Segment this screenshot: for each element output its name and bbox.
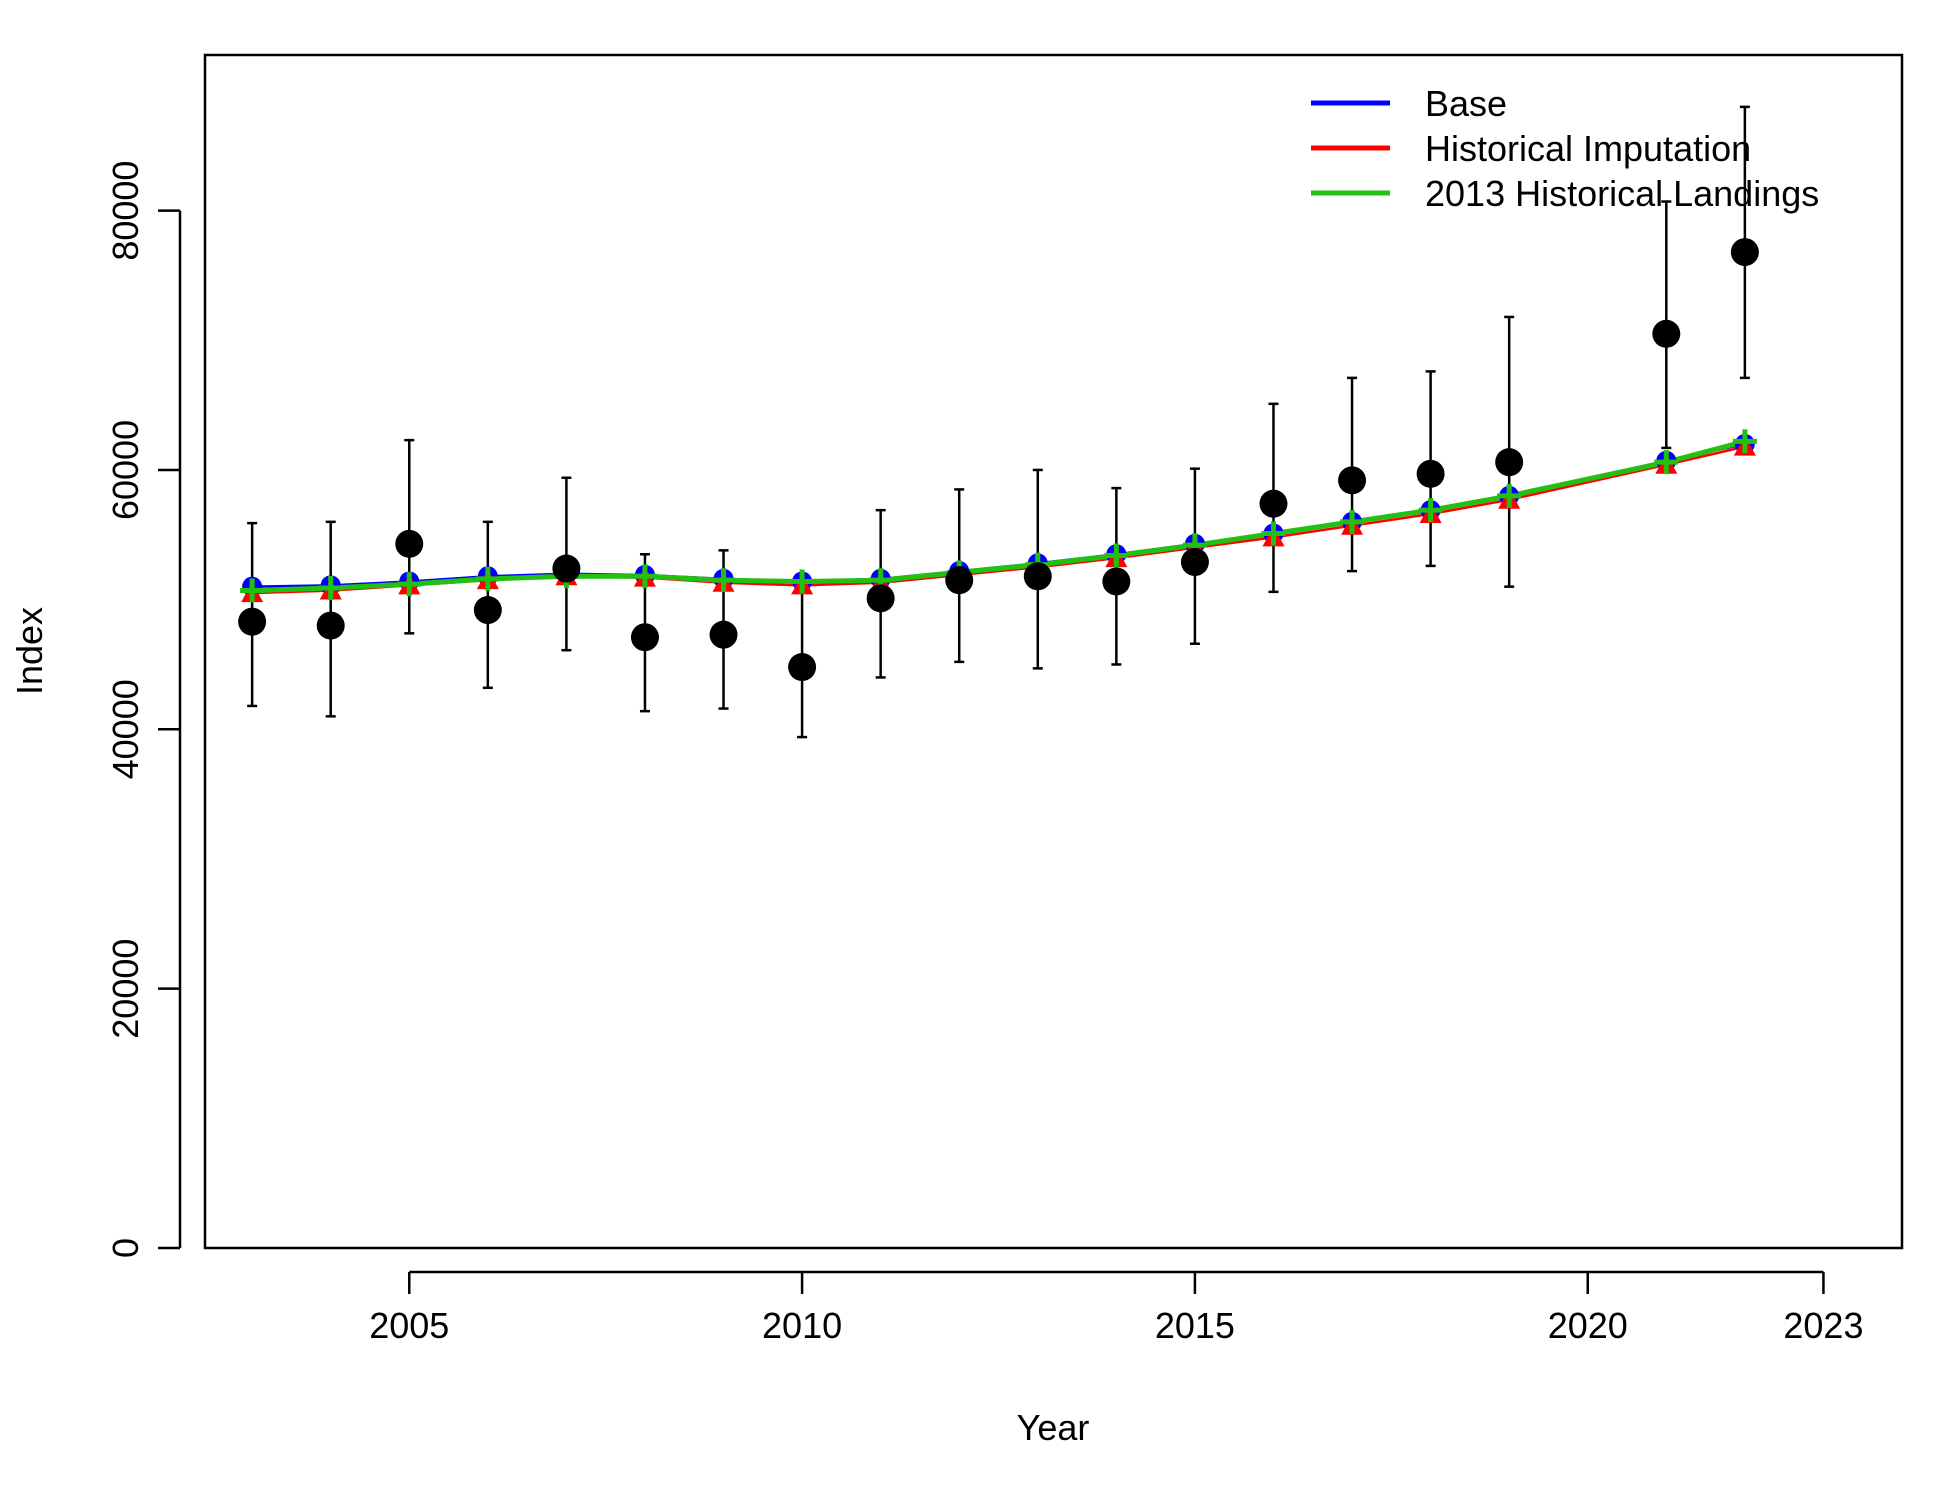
marker-2013-historical-landings	[1732, 429, 1757, 454]
observed-point	[945, 566, 974, 595]
plot-frame	[203, 53, 1904, 1250]
y-tick-label: 20000	[105, 939, 146, 1039]
y-tick-label: 40000	[105, 679, 146, 779]
observed-point	[1652, 319, 1681, 348]
marker-2013-historical-landings	[240, 578, 265, 603]
x-tick-label: 2010	[762, 1305, 842, 1346]
y-tick-label: 0	[105, 1238, 146, 1258]
observed-point	[552, 554, 581, 583]
marker-2013-historical-landings	[1418, 498, 1443, 523]
marker-2013-historical-landings	[1261, 521, 1286, 546]
marker-2013-historical-landings	[632, 564, 657, 589]
marker-2013-historical-landings	[1654, 450, 1679, 475]
y-axis: 0 20000 40000 60000 80000	[105, 161, 182, 1258]
marker-2013-historical-landings	[475, 566, 500, 591]
observed-point	[630, 623, 659, 652]
x-tick-label: 2005	[369, 1305, 449, 1346]
marker-2013-historical-landings	[1497, 483, 1522, 508]
y-tick-label: 80000	[105, 161, 146, 261]
legend-label-base: Base	[1425, 83, 1507, 124]
x-axis-title: Year	[1017, 1407, 1090, 1448]
x-tick-label: 2023	[1783, 1305, 1863, 1346]
marker-2013-historical-landings	[318, 575, 343, 600]
observed-point	[316, 611, 345, 640]
y-axis-title: Index	[9, 607, 50, 695]
observed-point	[1102, 567, 1131, 596]
observed-point	[1730, 238, 1759, 267]
observed-point	[473, 596, 502, 625]
observed-point	[1180, 548, 1209, 577]
observed-point	[238, 607, 267, 636]
observed-point	[1338, 466, 1367, 495]
marker-2013-historical-landings	[1104, 543, 1129, 568]
observed-point	[1259, 489, 1288, 518]
marker-2013-historical-landings	[711, 568, 736, 593]
legend-label-historical-imputation: Historical Imputation	[1425, 128, 1751, 169]
observed-points	[238, 238, 1759, 682]
observed-point	[709, 620, 738, 649]
marker-2013-historical-landings	[1340, 509, 1365, 534]
marker-2013-historical-landings	[790, 569, 815, 594]
marker-2013-historical-landings	[397, 572, 422, 597]
x-axis: 2005 2010 2015 2020 2023	[369, 1270, 1863, 1346]
x-tick-label: 2015	[1155, 1305, 1235, 1346]
observed-point	[788, 653, 817, 682]
legend: Base Historical Imputation 2013 Historic…	[1311, 83, 1819, 214]
observed-point	[1495, 448, 1524, 477]
x-tick-label: 2020	[1548, 1305, 1628, 1346]
y-tick-label: 60000	[105, 420, 146, 520]
observed-point	[1023, 562, 1052, 591]
legend-label-2013-historical-landings: 2013 Historical Landings	[1425, 173, 1819, 214]
observed-point	[866, 584, 895, 613]
observed-point	[1416, 459, 1445, 488]
observed-point	[395, 529, 424, 558]
